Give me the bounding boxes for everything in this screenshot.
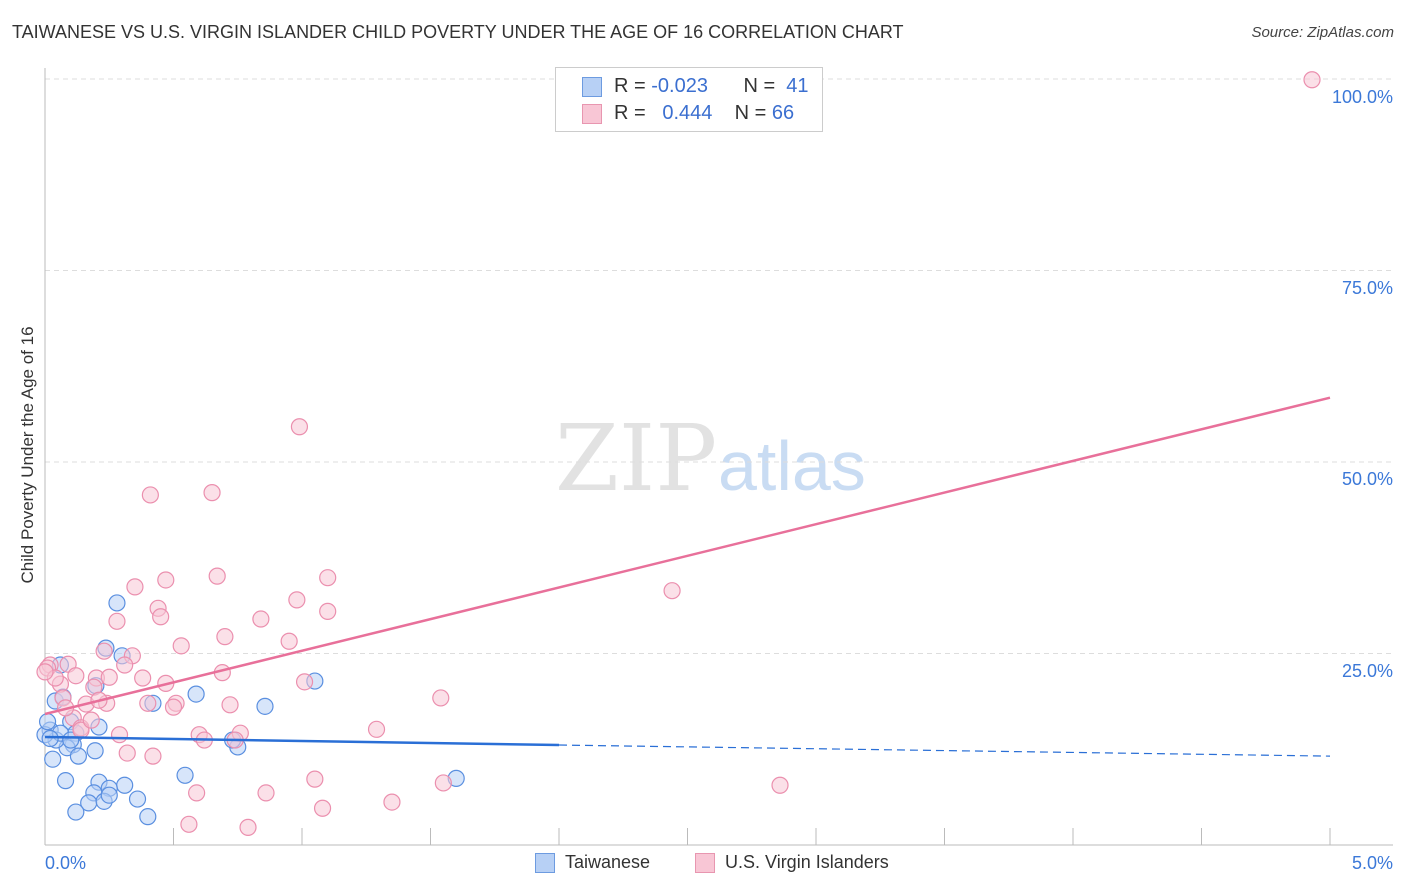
taiwanese-point <box>128 790 147 808</box>
virgin-islanders-point <box>36 663 54 681</box>
virgin-islanders-point <box>164 698 183 716</box>
taiwanese-point <box>187 685 205 703</box>
x-tick-label: 5.0% <box>1351 853 1393 873</box>
virgin-islanders-point <box>252 610 270 628</box>
y-tick-label: 75.0% <box>1341 278 1393 298</box>
source-label: Source: ZipAtlas.com <box>1251 24 1394 41</box>
virgin-islanders-point <box>257 784 275 802</box>
taiwanese-point <box>38 713 57 731</box>
virgin-islanders-point <box>319 602 337 620</box>
virgin-islanders-swatch <box>695 852 715 873</box>
virgin-islanders-point <box>172 637 190 655</box>
taiwanese-point <box>67 803 85 821</box>
virgin-islanders-point <box>367 720 386 738</box>
virgin-islanders-point <box>139 694 157 712</box>
taiwanese-point <box>256 697 274 715</box>
n-label: N = <box>743 75 776 97</box>
legend-item-virgin-islanders: U.S. Virgin Islanders <box>695 852 889 873</box>
taiwanese-trendline-extension <box>558 744 1331 757</box>
virgin-islanders-swatch <box>582 103 602 124</box>
taiwanese-point <box>44 750 62 768</box>
r-value: 0.444 <box>662 102 713 124</box>
y-tick-label: 25.0% <box>1341 661 1393 681</box>
taiwanese-point <box>62 731 80 749</box>
taiwanese-point <box>69 747 88 765</box>
taiwanese-point <box>41 729 59 748</box>
taiwanese-swatch <box>582 76 602 97</box>
virgin-islanders-point <box>663 582 681 600</box>
virgin-islanders-point <box>306 770 324 788</box>
taiwanese-point <box>56 772 75 790</box>
virgin-islanders-point <box>280 632 298 650</box>
virgin-islanders-point <box>208 567 226 585</box>
taiwanese-point <box>139 808 157 826</box>
r-label: R = <box>614 75 646 97</box>
virgin-islanders-point <box>319 569 337 587</box>
virgin-islanders-point <box>95 642 113 660</box>
virgin-islanders-point <box>288 591 306 609</box>
virgin-islanders-point <box>434 774 452 792</box>
r-label: R = <box>614 102 646 124</box>
virgin-islanders-point <box>134 669 152 687</box>
virgin-islanders-point <box>1303 71 1321 89</box>
virgin-islanders-point <box>295 673 314 691</box>
n-label: N = <box>734 102 767 124</box>
taiwanese-point <box>86 742 104 760</box>
legend-label: Taiwanese <box>565 852 651 872</box>
virgin-islanders-point <box>144 747 162 765</box>
virgin-islanders-point <box>118 744 136 762</box>
watermark-atlas: atlas <box>718 427 866 505</box>
virgin-islanders-point <box>82 711 100 729</box>
virgin-islanders-point <box>313 799 332 817</box>
taiwanese-swatch <box>535 852 555 873</box>
taiwanese-point <box>116 776 134 794</box>
virgin-islanders-point <box>157 571 175 589</box>
virgin-islanders-point <box>188 784 206 802</box>
virgin-islanders-point <box>110 726 129 744</box>
taiwanese-point <box>100 786 118 804</box>
virgin-islanders-point <box>180 815 198 833</box>
legend-label: U.S. Virgin Islanders <box>725 852 889 872</box>
n-value: 66 <box>771 102 795 124</box>
virgin-islanders-point <box>239 818 257 836</box>
stats-legend: R = -0.023 N = 41 R = 0.444 N = 66 <box>555 67 823 132</box>
virgin-islanders-point <box>67 667 85 685</box>
virgin-islanders-point <box>432 689 450 707</box>
y-tick-label: 50.0% <box>1341 469 1393 489</box>
virgin-islanders-point <box>126 578 144 596</box>
virgin-islanders-point <box>771 776 789 794</box>
chart-title: TAIWANESE VS U.S. VIRGIN ISLANDER CHILD … <box>12 22 904 42</box>
virgin-islanders-point <box>100 668 118 686</box>
virgin-islanders-point <box>152 608 170 626</box>
legend-item-taiwanese: Taiwanese <box>535 852 650 873</box>
virgin-islanders-point <box>141 486 159 504</box>
virgin-islanders-point <box>116 656 134 674</box>
virgin-islanders-point <box>216 628 234 646</box>
virgin-islanders-trendline <box>44 396 1331 716</box>
taiwanese-trendline <box>44 735 560 747</box>
n-value: 41 <box>786 75 809 97</box>
virgin-islanders-point <box>203 484 221 502</box>
virgin-islanders-point <box>221 696 239 714</box>
virgin-islanders-point <box>108 612 126 630</box>
taiwanese-point <box>176 766 194 784</box>
y-tick-label: 100.0% <box>1331 87 1393 107</box>
x-tick-label: 0.0% <box>45 853 87 873</box>
watermark-zip: ZIP <box>555 405 717 512</box>
taiwanese-point <box>108 594 126 612</box>
virgin-islanders-point <box>383 793 401 811</box>
r-value: -0.023 <box>651 75 708 97</box>
virgin-islanders-point <box>290 418 309 436</box>
